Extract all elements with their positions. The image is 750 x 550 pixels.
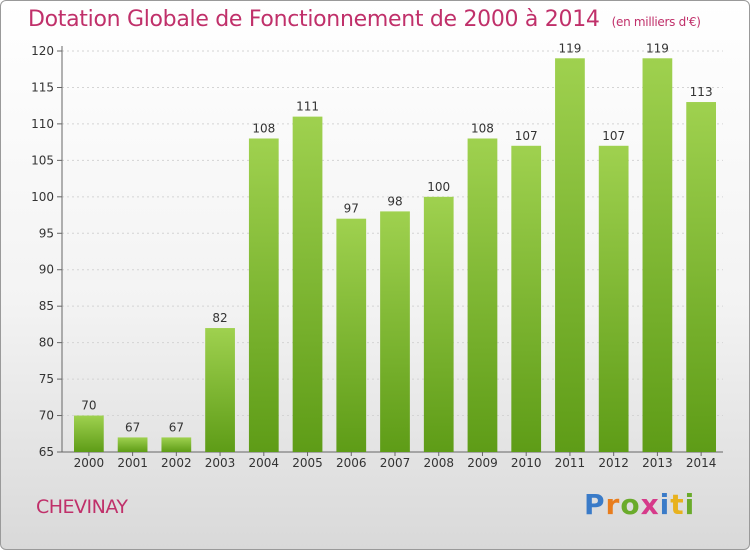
value-label: 108 — [252, 121, 275, 135]
value-label: 100 — [427, 180, 450, 194]
commune-name: CHEVINAY — [36, 496, 128, 518]
y-tick-label: 95 — [39, 226, 54, 240]
x-tick-label: 2010 — [511, 456, 542, 470]
value-label: 97 — [344, 202, 359, 216]
value-label: 119 — [646, 41, 669, 55]
bar-2014 — [686, 102, 717, 452]
value-label: 82 — [212, 311, 227, 325]
x-tick-label: 2011 — [555, 456, 586, 470]
bar-2012 — [598, 145, 629, 453]
bar-2002 — [161, 437, 192, 452]
x-tick-label: 2001 — [117, 456, 148, 470]
x-tick-label: 2003 — [205, 456, 236, 470]
y-tick-label: 100 — [31, 190, 54, 204]
value-label: 107 — [515, 129, 538, 143]
x-tick-label: 2004 — [249, 456, 280, 470]
y-tick-label: 65 — [39, 445, 54, 459]
y-tick-label: 115 — [31, 80, 54, 94]
bar-2009 — [467, 138, 498, 452]
value-label: 111 — [296, 100, 319, 114]
bar-2008 — [423, 196, 454, 452]
value-label: 70 — [81, 399, 96, 413]
value-label: 113 — [690, 85, 713, 99]
bar-2011 — [555, 58, 585, 453]
value-label: 119 — [558, 41, 581, 55]
value-label: 67 — [169, 420, 184, 434]
value-label: 98 — [387, 194, 402, 208]
x-tick-label: 2005 — [292, 456, 323, 470]
y-tick-label: 90 — [39, 263, 54, 277]
chart-title-text: Dotation Globale de Fonctionnement de 20… — [28, 7, 600, 32]
bar-2004 — [248, 138, 279, 452]
chart-unit: (en milliers d'€) — [611, 15, 701, 29]
bar-2006 — [336, 218, 367, 452]
x-tick-label: 2009 — [467, 456, 498, 470]
y-tick-label: 120 — [31, 44, 54, 58]
x-tick-label: 2000 — [74, 456, 105, 470]
bar-2003 — [205, 328, 235, 452]
bar-2007 — [380, 211, 410, 452]
bar-2005 — [292, 116, 323, 453]
x-tick-label: 2006 — [336, 456, 367, 470]
x-tick-label: 2012 — [598, 456, 629, 470]
x-tick-label: 2007 — [380, 456, 411, 470]
y-tick-label: 85 — [39, 299, 54, 313]
value-labels: 70 67 67 82 108 111 97 98 100 108 107 119 107 119 113 — [81, 41, 712, 434]
x-tick-label: 2002 — [161, 456, 192, 470]
y-tick-label: 110 — [31, 117, 54, 131]
y-tick-label: 80 — [39, 336, 54, 350]
x-tick-label: 2014 — [686, 456, 717, 470]
bars — [73, 58, 717, 453]
proxiti-logo[interactable]: Proxiti — [584, 488, 696, 521]
y-tick-label: 75 — [39, 372, 54, 386]
x-tick-label: 2008 — [423, 456, 454, 470]
bar-2000 — [73, 415, 104, 452]
bar-2010 — [511, 145, 542, 453]
y-tick-label: 70 — [39, 409, 54, 423]
x-tick-label: 2013 — [642, 456, 673, 470]
value-label: 108 — [471, 121, 494, 135]
value-label: 107 — [602, 129, 625, 143]
y-tick-label: 105 — [31, 153, 54, 167]
value-label: 67 — [125, 420, 140, 434]
chart-title: Dotation Globale de Fonctionnement de 20… — [28, 7, 701, 32]
bar-2001 — [117, 437, 148, 452]
bar-2013 — [642, 58, 673, 453]
